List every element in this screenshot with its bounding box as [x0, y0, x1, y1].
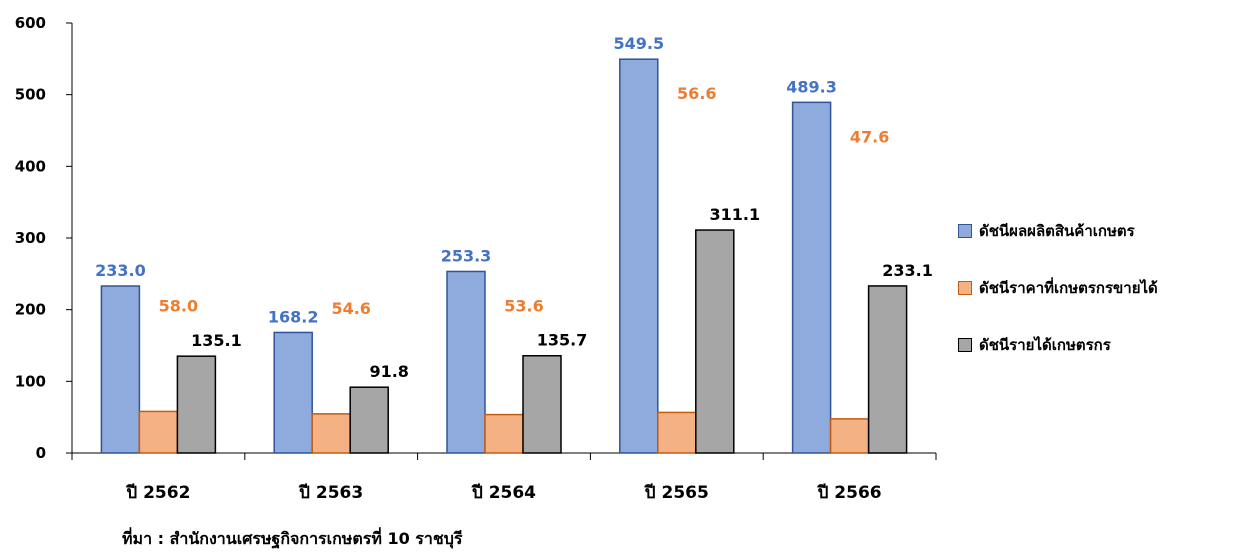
data-label-series-0-4: 489.3 [786, 77, 837, 96]
bar-series-2-2 [523, 356, 561, 453]
x-tick-label: ปี 2563 [298, 482, 363, 503]
y-tick-label: 500 [15, 86, 46, 104]
bar-series-1-3 [658, 412, 696, 453]
x-axis: ปี 2562 ปี 2563 ปี 2564 ปี 2565 ปี 2566 [72, 453, 936, 503]
bar-series-1-4 [831, 419, 869, 453]
bar-series-0-1 [274, 332, 312, 453]
legend-item-income-index: ดัชนีรายได้เกษตรกร [958, 334, 1241, 356]
data-label-series-1-1: 54.6 [331, 299, 370, 318]
data-label-series-1-0: 58.0 [159, 296, 198, 315]
legend-item-price-index: ดัชนีราคาที่เกษตรกรขายได้ [958, 277, 1241, 299]
data-label-series-2-3: 311.1 [709, 205, 760, 224]
y-tick-label: 300 [15, 229, 46, 247]
bars [101, 59, 906, 453]
bar-series-1-1 [312, 414, 350, 453]
legend-label-price-index: ดัชนีราคาที่เกษตรกรขายได้ [979, 276, 1158, 300]
legend-swatch-production-index [958, 224, 972, 238]
y-tick-label: 400 [15, 157, 46, 175]
data-label-series-0-0: 233.0 [95, 261, 146, 280]
y-tick-label: 100 [15, 372, 46, 390]
y-tick-label: 600 [15, 14, 46, 32]
bar-series-2-3 [696, 230, 734, 453]
y-tick-label: 200 [15, 301, 46, 319]
source-note: ที่มา : สำนักงานเศรษฐกิจการเกษตรที่ 10 ร… [122, 527, 462, 552]
legend-label-production-index: ดัชนีผลผลิตสินค้าเกษตร [979, 219, 1135, 243]
legend-swatch-income-index [958, 338, 972, 352]
legend: ดัชนีผลผลิตสินค้าเกษตร ดัชนีราคาที่เกษตร… [958, 220, 1241, 391]
bar-series-0-4 [793, 102, 831, 453]
legend-swatch-price-index [958, 281, 972, 295]
bar-series-0-3 [620, 59, 658, 453]
data-label-series-2-2: 135.7 [537, 331, 588, 350]
data-label-series-1-3: 56.6 [677, 84, 716, 103]
bar-series-2-0 [177, 356, 215, 453]
bar-series-2-4 [869, 286, 907, 453]
data-label-series-0-2: 253.3 [441, 246, 492, 265]
x-tick-label: ปี 2565 [644, 482, 709, 503]
data-label-series-0-1: 168.2 [268, 307, 319, 326]
x-tick-label: ปี 2562 [126, 482, 191, 503]
bar-series-0-2 [447, 271, 485, 453]
data-label-series-0-3: 549.5 [613, 34, 664, 53]
legend-item-production-index: ดัชนีผลผลิตสินค้าเกษตร [958, 220, 1241, 242]
data-label-series-2-1: 91.8 [369, 362, 408, 381]
data-label-series-2-0: 135.1 [191, 331, 242, 350]
bar-series-1-2 [485, 415, 523, 453]
legend-label-income-index: ดัชนีรายได้เกษตรกร [979, 333, 1111, 357]
data-label-series-1-2: 53.6 [504, 296, 543, 315]
bar-series-0-0 [101, 286, 139, 453]
x-tick-label: ปี 2566 [817, 482, 882, 503]
bar-series-1-0 [139, 411, 177, 453]
data-label-series-1-4: 47.6 [850, 127, 889, 146]
data-label-series-2-4: 233.1 [882, 261, 933, 280]
x-tick-label: ปี 2564 [471, 482, 536, 503]
y-tick-label: 0 [36, 444, 46, 462]
y-axis: 0 100 200 300 400 500 600 [15, 14, 72, 462]
bar-series-2-1 [350, 387, 388, 453]
